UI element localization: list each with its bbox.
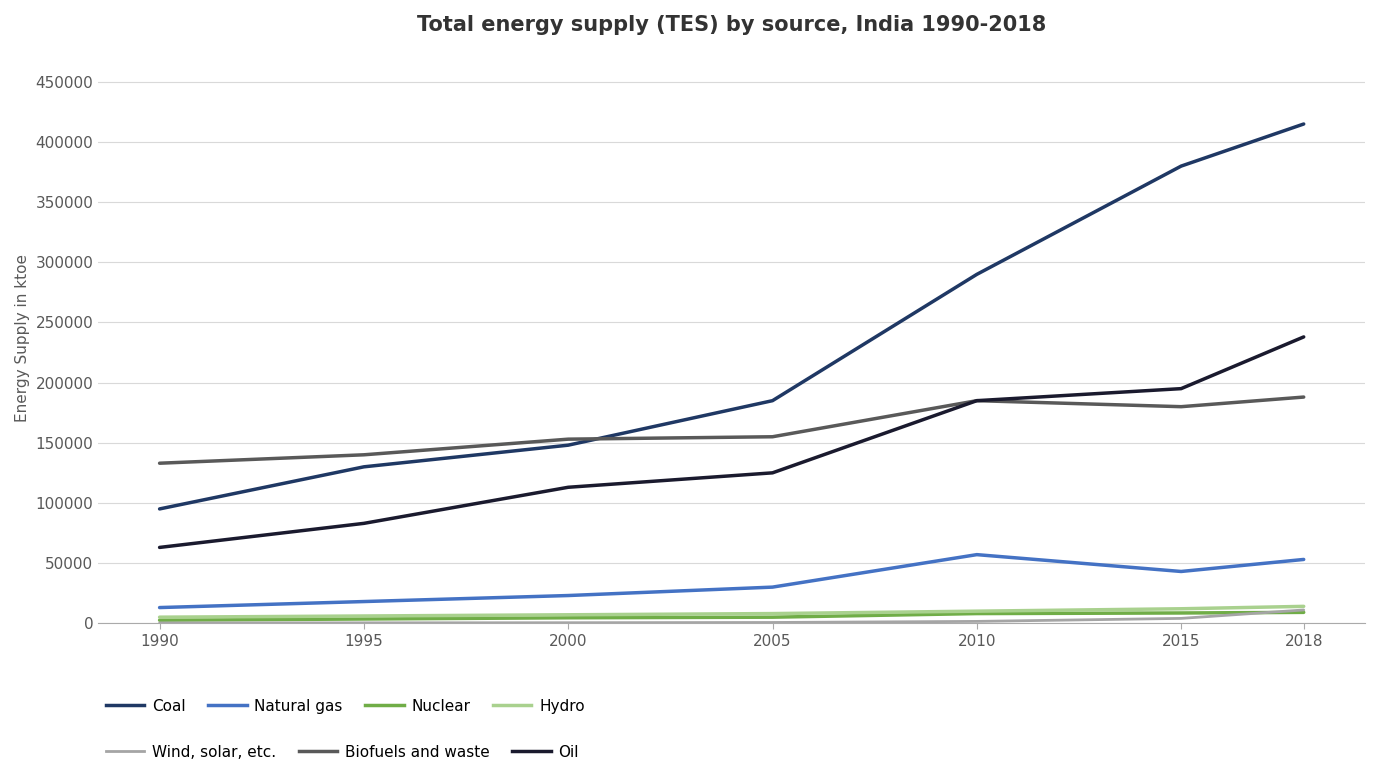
Nuclear (765, 613, 781, 622)
Hydro (765, 609, 781, 618)
Coal (356, 462, 373, 471)
Natural gas (560, 591, 577, 600)
Oil (356, 519, 373, 528)
Nuclear (560, 613, 577, 622)
Hydro (152, 613, 168, 622)
Line: Oil: Oil (160, 337, 1304, 547)
Nuclear (1296, 608, 1312, 617)
Biofuels and waste (765, 432, 781, 442)
Oil (969, 396, 985, 405)
Coal (1173, 162, 1190, 171)
Nuclear (152, 616, 168, 625)
Line: Natural gas: Natural gas (160, 555, 1304, 607)
Wind, solar, etc. (152, 619, 168, 628)
Hydro (356, 612, 373, 621)
Line: Coal: Coal (160, 124, 1304, 509)
Wind, solar, etc. (1173, 614, 1190, 623)
Natural gas (1173, 567, 1190, 576)
Hydro (560, 610, 577, 619)
Coal (969, 270, 985, 279)
Wind, solar, etc. (560, 618, 577, 627)
Line: Wind, solar, etc.: Wind, solar, etc. (160, 610, 1304, 623)
Natural gas (1296, 555, 1312, 564)
Biofuels and waste (969, 396, 985, 405)
Coal (765, 396, 781, 405)
Coal (1296, 119, 1312, 128)
Oil (152, 543, 168, 552)
Biofuels and waste (1173, 402, 1190, 411)
Natural gas (152, 603, 168, 612)
Line: Nuclear: Nuclear (160, 613, 1304, 620)
Hydro (1173, 604, 1190, 613)
Line: Biofuels and waste: Biofuels and waste (160, 397, 1304, 463)
Biofuels and waste (1296, 392, 1312, 401)
Oil (765, 468, 781, 477)
Line: Hydro: Hydro (160, 606, 1304, 617)
Natural gas (765, 583, 781, 592)
Title: Total energy supply (TES) by source, India 1990-2018: Total energy supply (TES) by source, Ind… (417, 15, 1046, 35)
Biofuels and waste (560, 435, 577, 444)
Y-axis label: Energy Supply in ktoe: Energy Supply in ktoe (15, 254, 30, 422)
Natural gas (356, 597, 373, 606)
Coal (152, 505, 168, 514)
Hydro (969, 606, 985, 616)
Wind, solar, etc. (1296, 606, 1312, 615)
Biofuels and waste (152, 458, 168, 467)
Oil (1296, 332, 1312, 341)
Biofuels and waste (356, 450, 373, 459)
Legend: Wind, solar, etc., Biofuels and waste, Oil: Wind, solar, etc., Biofuels and waste, O… (106, 745, 578, 760)
Nuclear (356, 614, 373, 623)
Wind, solar, etc. (969, 617, 985, 626)
Oil (560, 483, 577, 492)
Wind, solar, etc. (765, 618, 781, 627)
Natural gas (969, 550, 985, 559)
Nuclear (1173, 609, 1190, 618)
Wind, solar, etc. (356, 619, 373, 628)
Hydro (1296, 602, 1312, 611)
Nuclear (969, 609, 985, 618)
Coal (560, 441, 577, 450)
Oil (1173, 384, 1190, 393)
